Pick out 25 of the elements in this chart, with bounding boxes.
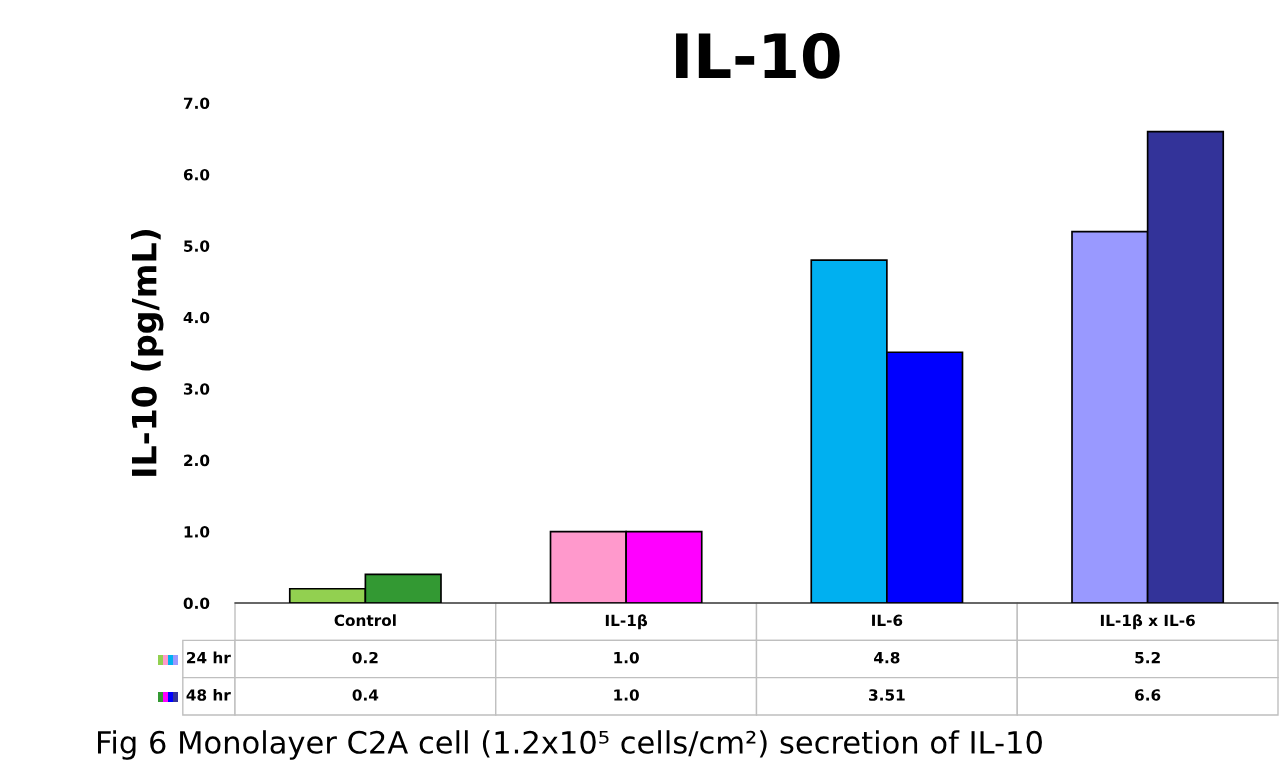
x-tick-label: IL-1β bbox=[605, 614, 648, 630]
data-label: 3.51 bbox=[869, 689, 905, 701]
x-tick-label: IL-1β x IL-6 bbox=[1100, 614, 1195, 630]
y-axis-title: IL-10 (pg/mL) bbox=[131, 229, 164, 476]
legend-label: 24 hr bbox=[187, 651, 231, 664]
y-tick-label: 6.0 bbox=[183, 168, 210, 181]
x-tick-label: Control bbox=[334, 614, 396, 627]
y-tick-label: 1.0 bbox=[184, 526, 210, 538]
y-tick-label: 0.0 bbox=[183, 597, 210, 610]
data-label: 5.2 bbox=[1135, 651, 1160, 664]
data-label: 0.4 bbox=[352, 689, 379, 701]
chart-title: IL-10 bbox=[676, 32, 840, 79]
data-label: 6.6 bbox=[1135, 689, 1161, 701]
data-label: 1.0 bbox=[614, 651, 639, 664]
y-tick-label: 3.0 bbox=[183, 383, 210, 395]
data-label: 4.8 bbox=[874, 651, 900, 664]
y-tick-label: 5.0 bbox=[184, 240, 210, 252]
data-label: 0.2 bbox=[352, 651, 378, 664]
x-tick-label: IL-6 bbox=[872, 614, 903, 627]
y-tick-label: 4.0 bbox=[183, 311, 210, 324]
legend-label: 48 hr bbox=[186, 688, 231, 701]
y-tick-label: 2.0 bbox=[184, 454, 210, 467]
caption: Fig 6 Monolayer C2A cell (1.2x10⁵ cells/cm²) secretion of IL-10 bbox=[98, 730, 1042, 760]
data-label: 1.0 bbox=[614, 689, 639, 701]
y-tick-label: 7.0 bbox=[183, 97, 210, 110]
